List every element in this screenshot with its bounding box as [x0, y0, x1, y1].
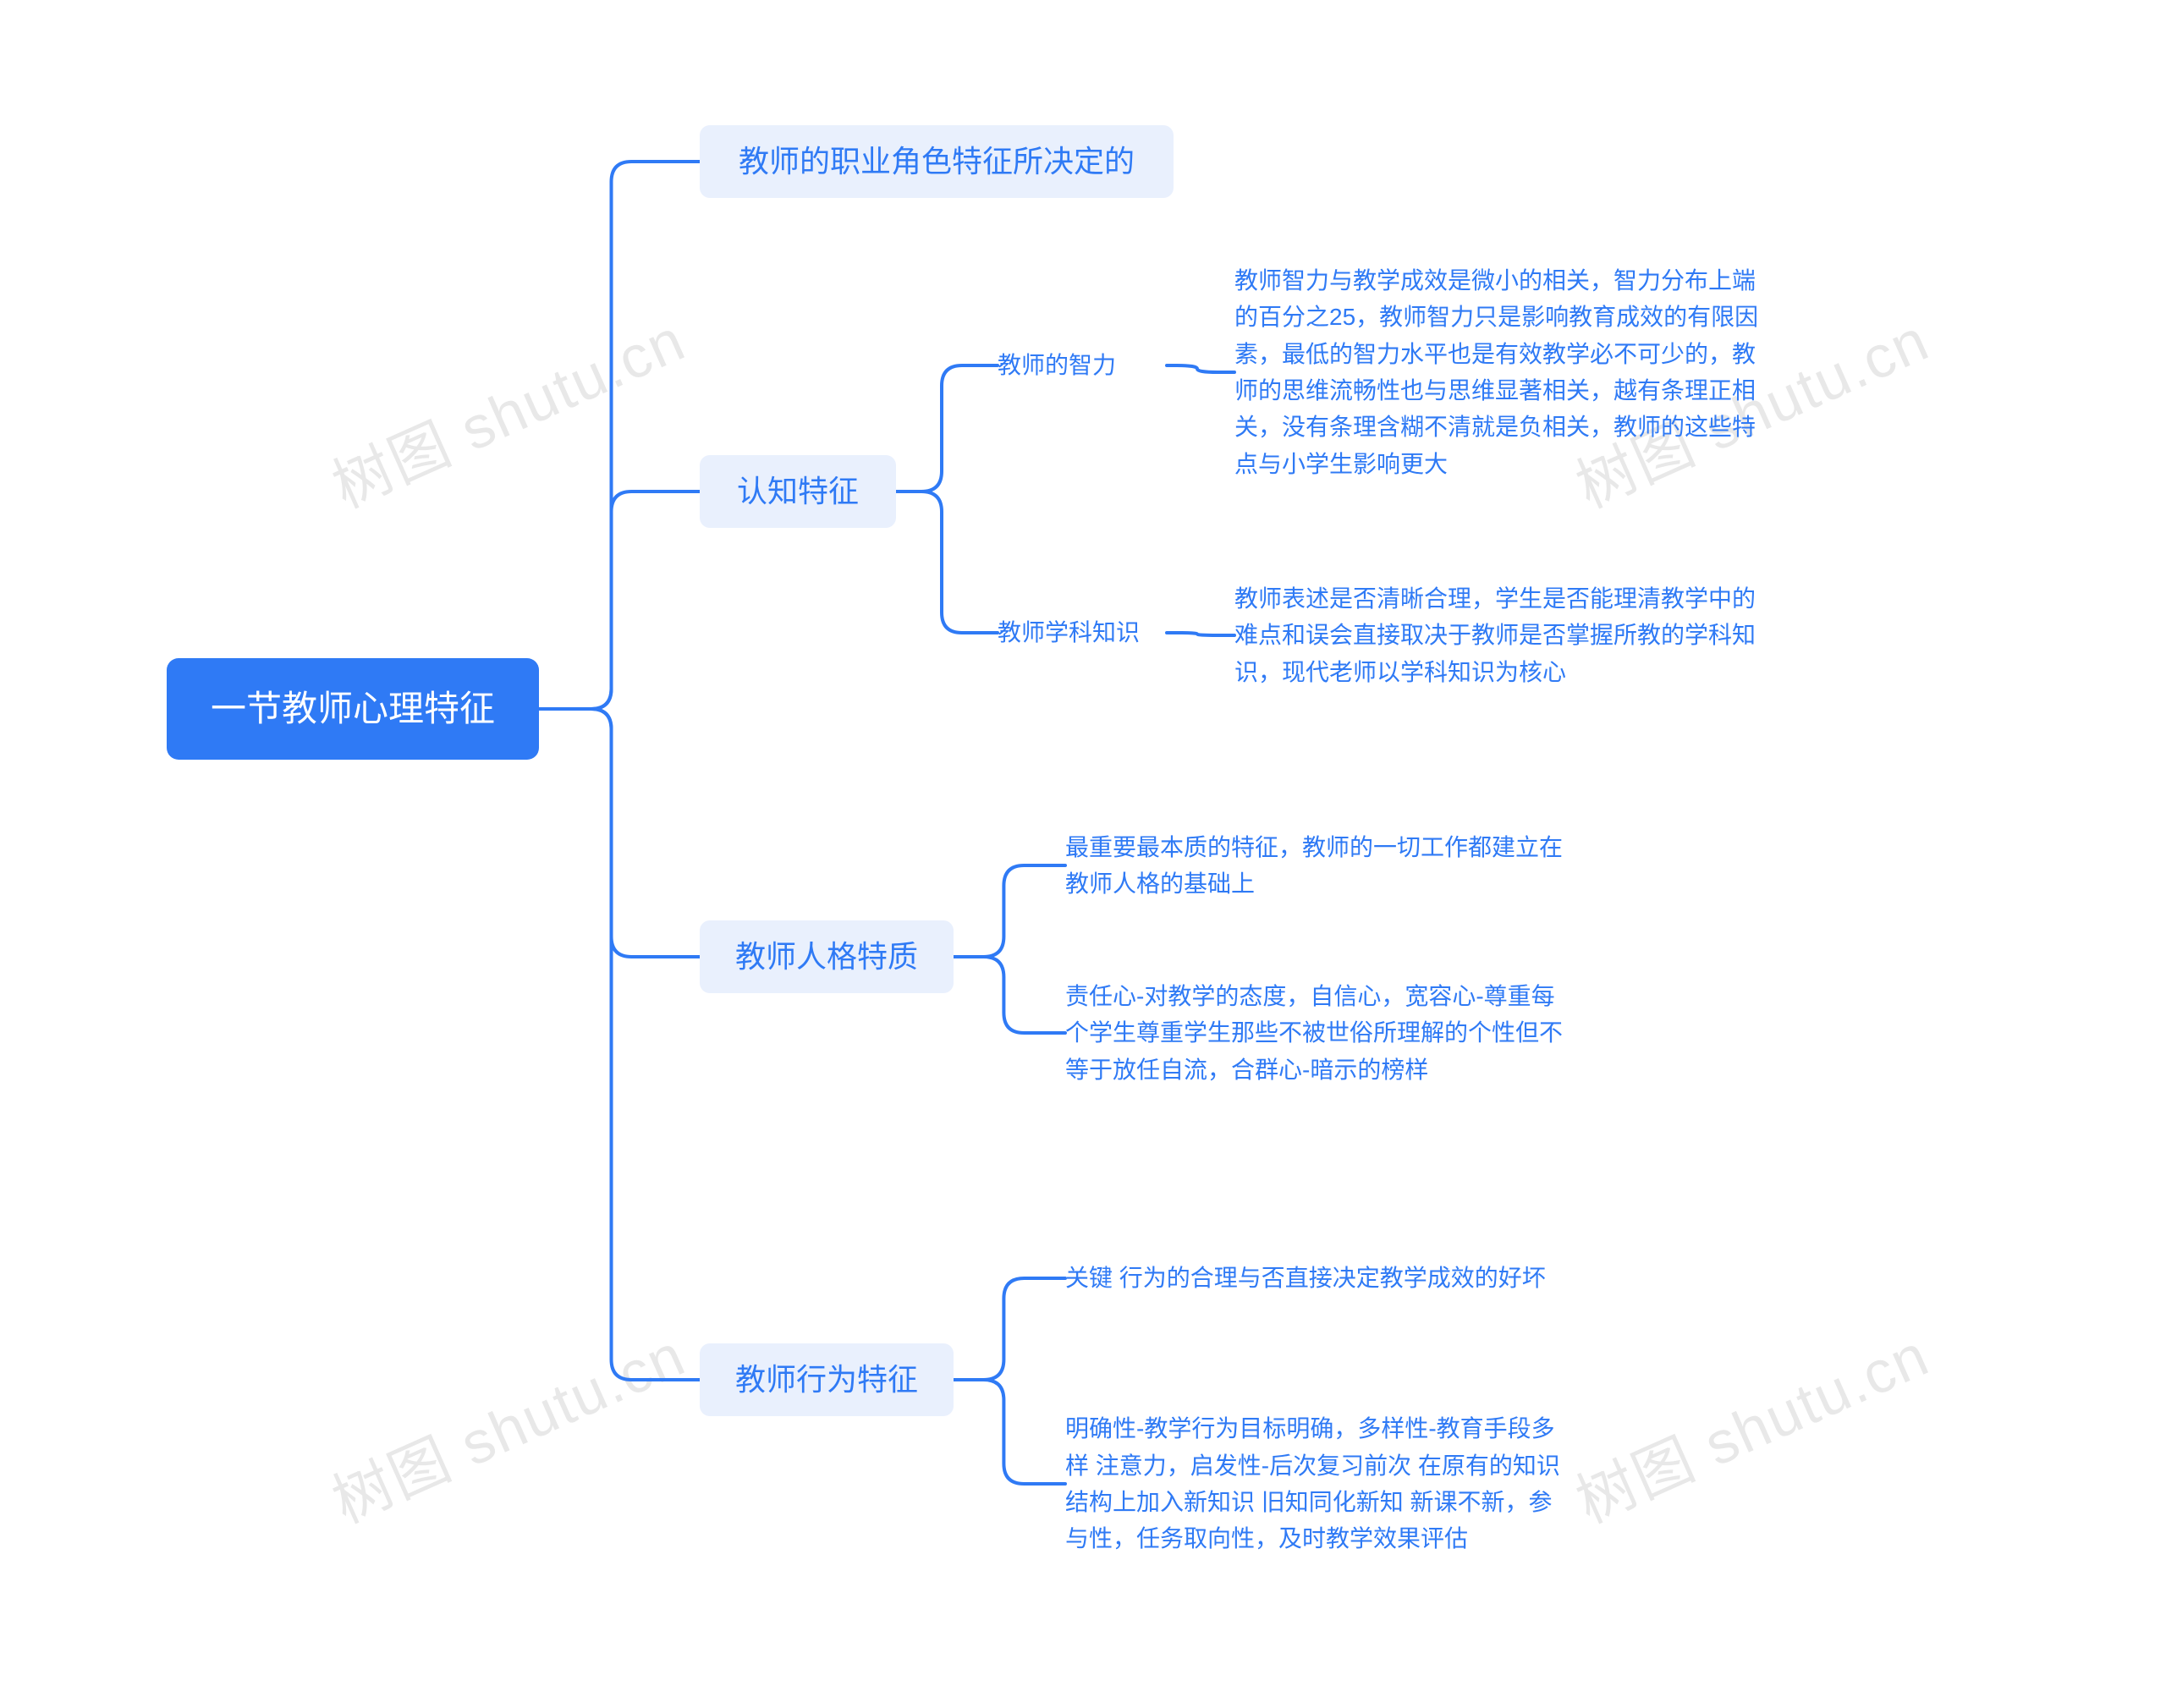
leaf-node: 最重要最本质的特征，教师的一切工作都建立在教师人格的基础上	[1065, 827, 1573, 903]
leaf-node: 教师表述是否清晰合理，学生是否能理清教学中的难点和误会直接取决于教师是否掌握所教…	[1234, 572, 1759, 699]
branch-node: 教师行为特征	[700, 1343, 954, 1416]
branch-node: 教师的职业角色特征所决定的	[700, 125, 1174, 198]
watermark: 树图 shutu.cn	[1561, 1309, 1941, 1540]
branch-node: 认知特征	[700, 455, 896, 528]
leaf-node: 关键 行为的合理与否直接决定教学成效的好坏	[1065, 1240, 1573, 1316]
mindmap-panel: 树图 shutu.cn 树图 shutu.cn 树图 shutu.cn 树图 s…	[89, 41, 2075, 1667]
leaf-node: 责任心-对教学的态度，自信心，宽容心-尊重每个学生尊重学生那些不被世俗所理解的个…	[1065, 969, 1573, 1096]
leaf-node: 明确性-教学行为目标明确，多样性-教育手段多样 注意力，启发性-后次复习前次 在…	[1065, 1382, 1573, 1585]
watermark: 树图 shutu.cn	[317, 294, 697, 525]
sub-node: 教师学科知识	[998, 614, 1167, 651]
sub-node: 教师的智力	[998, 347, 1167, 384]
root-node: 一节教师心理特征	[167, 658, 539, 760]
branch-node: 教师人格特质	[700, 920, 954, 993]
watermark: 树图 shutu.cn	[317, 1309, 697, 1540]
leaf-node: 教师智力与教学成效是微小的相关，智力分布上端的百分之25，教师智力只是影响教育成…	[1234, 254, 1759, 491]
